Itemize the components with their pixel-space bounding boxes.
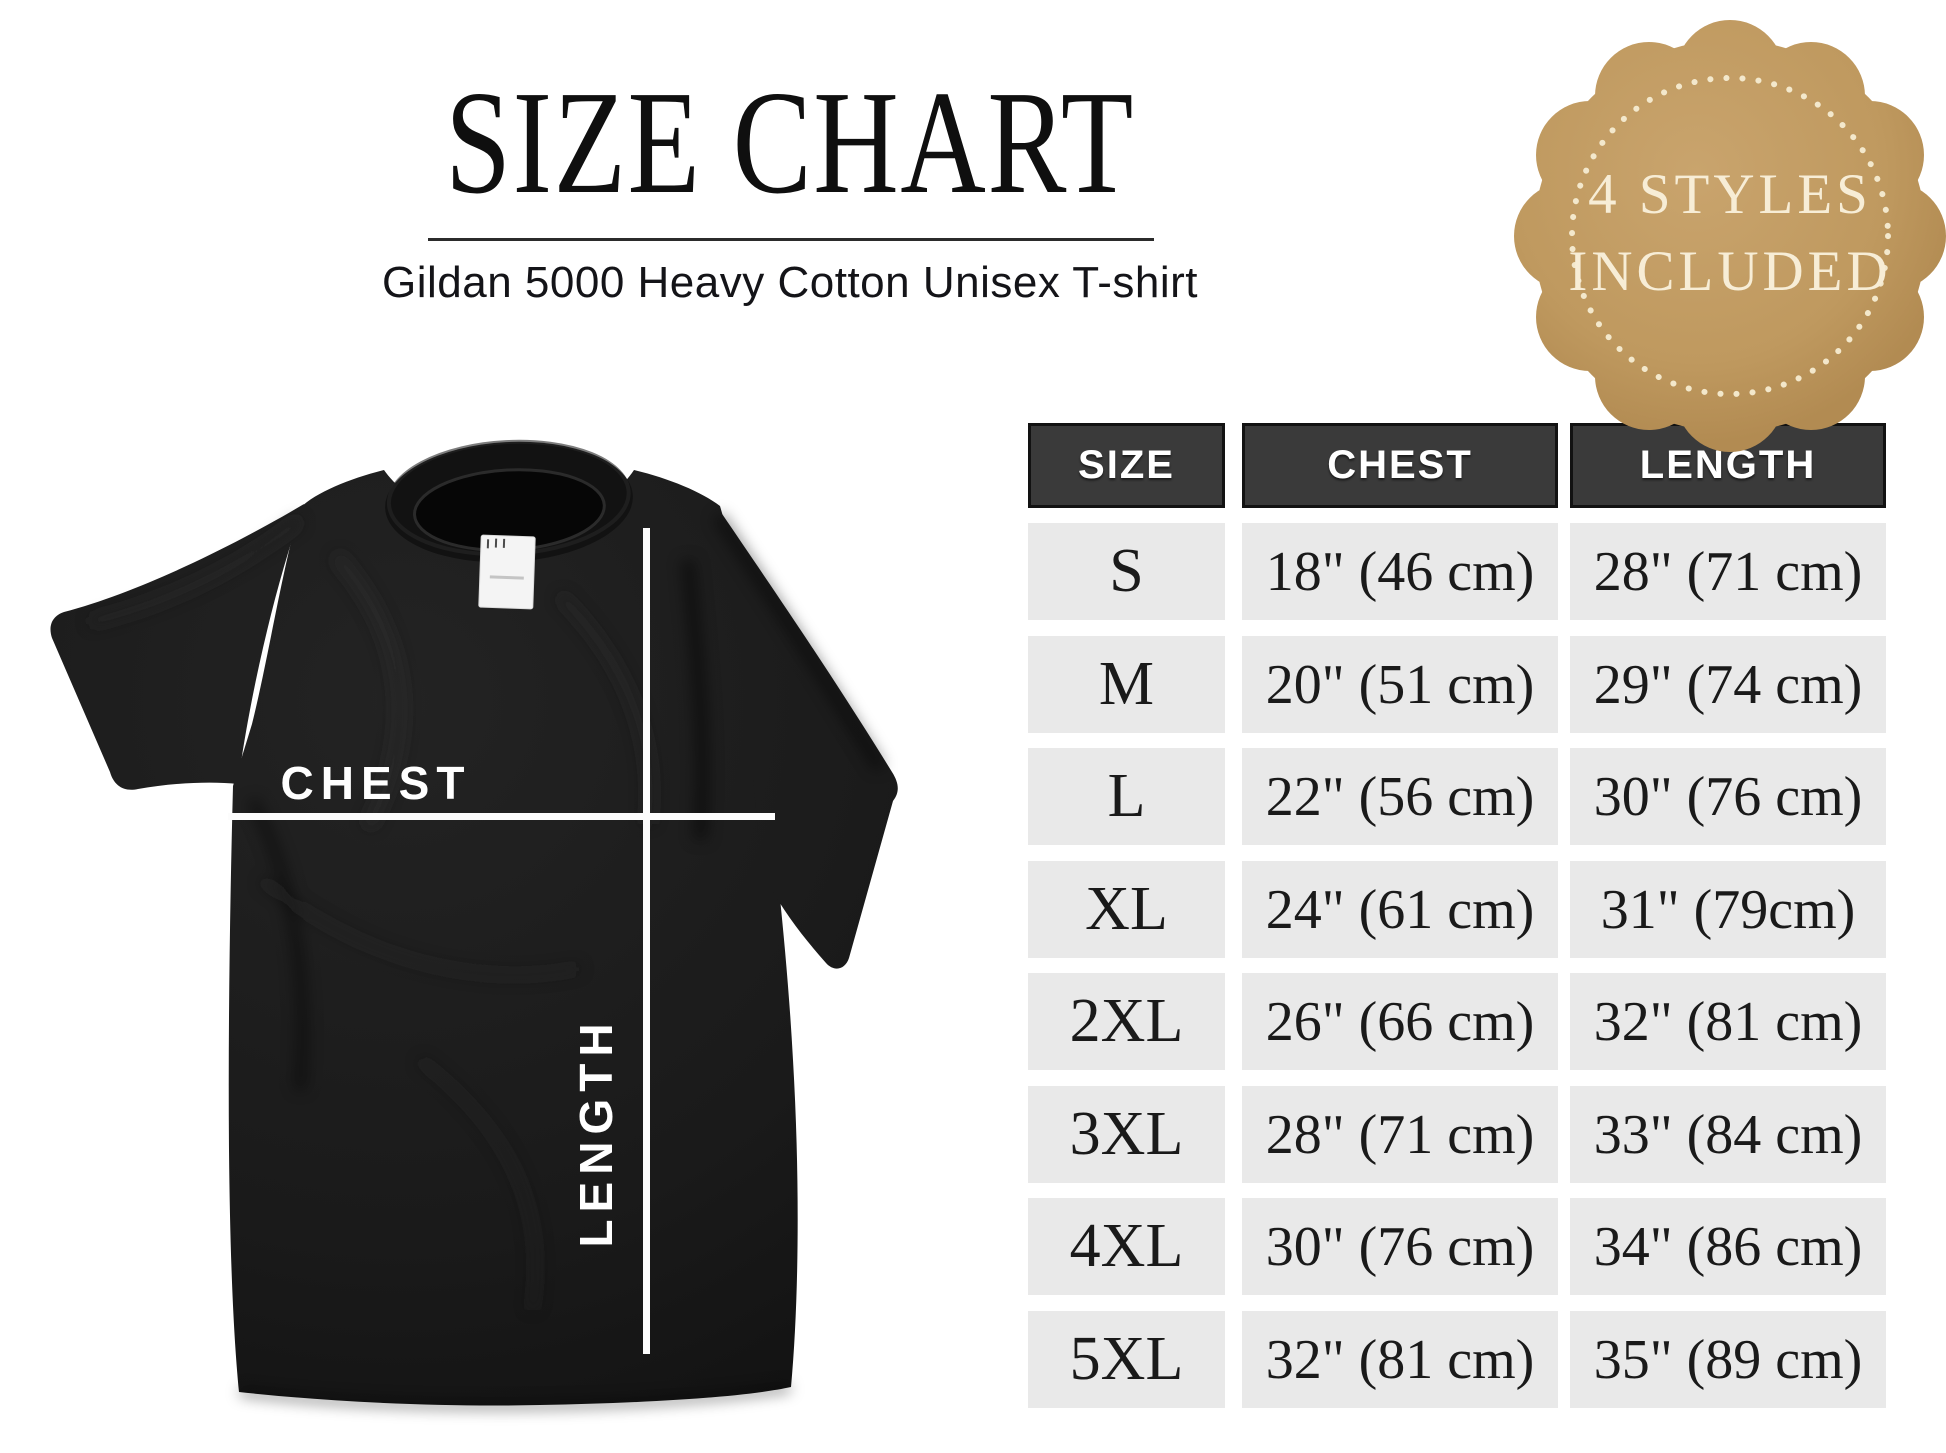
chest-cell: 28" (71 cm) bbox=[1242, 1086, 1558, 1183]
size-cell: 5XL bbox=[1028, 1311, 1225, 1408]
collar-label bbox=[478, 534, 536, 610]
column-header-size: SIZE bbox=[1028, 423, 1225, 508]
tshirt-sleeve-left bbox=[50, 504, 304, 790]
length-cell: 31" (79cm) bbox=[1570, 861, 1886, 958]
size-cell: M bbox=[1028, 636, 1225, 733]
tshirt-sleeve-right bbox=[714, 502, 898, 969]
styles-badge: 4 STYLES INCLUDED bbox=[1514, 20, 1946, 452]
title-underline bbox=[428, 238, 1154, 241]
size-cell: L bbox=[1028, 748, 1225, 845]
length-line bbox=[643, 528, 650, 1354]
badge-scallop-shape bbox=[1514, 20, 1946, 452]
size-cell: 2XL bbox=[1028, 973, 1225, 1070]
size-cell: 3XL bbox=[1028, 1086, 1225, 1183]
chest-cell: 22" (56 cm) bbox=[1242, 748, 1558, 845]
size-cell: XL bbox=[1028, 861, 1225, 958]
page-title: SIZE CHART bbox=[445, 61, 1135, 225]
chest-cell: 30" (76 cm) bbox=[1242, 1198, 1558, 1295]
chest-cell: 26" (66 cm) bbox=[1242, 973, 1558, 1070]
badge-line2: INCLUDED bbox=[1568, 240, 1891, 303]
length-cell: 33" (84 cm) bbox=[1570, 1086, 1886, 1183]
badge-line1: 4 STYLES bbox=[1588, 163, 1872, 226]
chest-cell: 32" (81 cm) bbox=[1242, 1311, 1558, 1408]
tshirt-collar bbox=[385, 439, 633, 563]
length-label: LENGTH bbox=[570, 1016, 622, 1247]
length-cell: 35" (89 cm) bbox=[1570, 1311, 1886, 1408]
chest-line bbox=[228, 813, 775, 820]
tshirt-graphic: CHEST LENGTH bbox=[50, 439, 898, 1410]
chest-cell: 20" (51 cm) bbox=[1242, 636, 1558, 733]
length-cell: 32" (81 cm) bbox=[1570, 973, 1886, 1070]
size-cell: 4XL bbox=[1028, 1198, 1225, 1295]
chest-label: CHEST bbox=[281, 757, 472, 809]
sleeve-shading bbox=[88, 512, 886, 772]
badge-dotted-ring bbox=[1569, 75, 1891, 397]
tshirt-body bbox=[228, 470, 798, 1406]
length-cell: 29" (74 cm) bbox=[1570, 636, 1886, 733]
page-subtitle: Gildan 5000 Heavy Cotton Unisex T-shirt bbox=[382, 258, 1198, 307]
chest-cell: 18" (46 cm) bbox=[1242, 523, 1558, 620]
length-cell: 30" (76 cm) bbox=[1570, 748, 1886, 845]
size-cell: S bbox=[1028, 523, 1225, 620]
length-cell: 34" (86 cm) bbox=[1570, 1198, 1886, 1295]
chest-cell: 24" (61 cm) bbox=[1242, 861, 1558, 958]
column-header-chest: CHEST bbox=[1242, 423, 1558, 508]
length-cell: 28" (71 cm) bbox=[1570, 523, 1886, 620]
